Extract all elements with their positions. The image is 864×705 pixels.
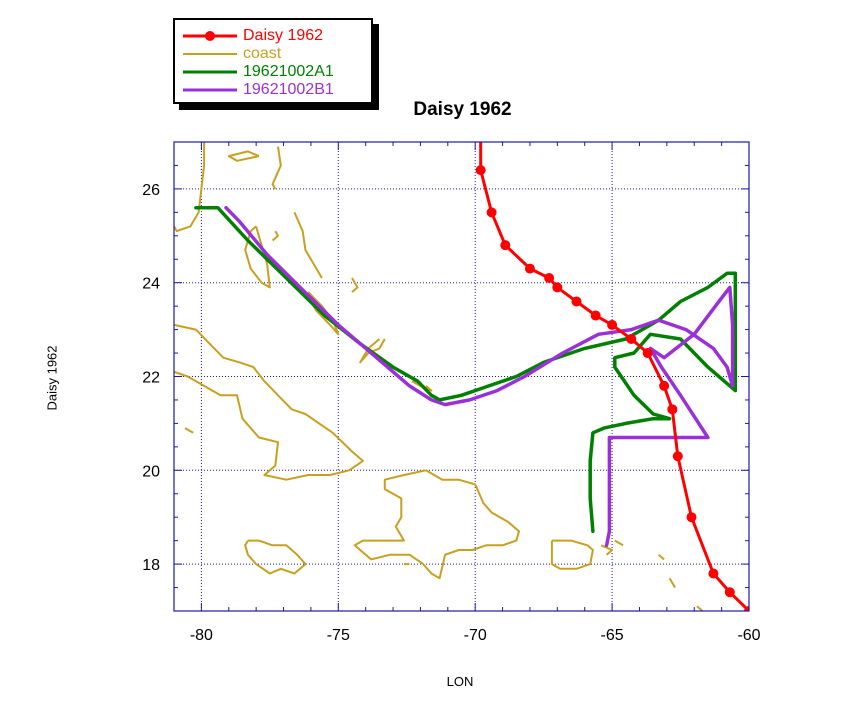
- coast-line: [710, 610, 713, 611]
- coast-line: [696, 605, 704, 611]
- x-tick-label: -80: [190, 627, 213, 644]
- daisy-point: [475, 165, 486, 176]
- legend: Daisy 1962 coast 19621002A1 19621002B1: [173, 18, 373, 104]
- coast-line: [614, 539, 624, 547]
- daisy-point: [708, 568, 719, 579]
- series-line-b1: [224, 205, 735, 548]
- x-tick-label: -65: [601, 627, 624, 644]
- daisy-point: [642, 348, 653, 359]
- y-axis-label: Daisy 1962: [44, 345, 60, 411]
- daisy-point: [667, 404, 678, 415]
- coast-line: [174, 142, 206, 233]
- coast-line: [227, 150, 260, 162]
- x-tick-label: -60: [737, 627, 760, 644]
- daisy-point: [626, 333, 637, 344]
- y-tick-label: 22: [142, 370, 160, 387]
- legend-label-a1: 19621002A1: [243, 63, 334, 80]
- x-tick-label: -75: [327, 627, 350, 644]
- coast-line: [550, 539, 594, 570]
- legend-label-daisy: Daisy 1962: [243, 27, 324, 44]
- legend-item-daisy: Daisy 1962: [181, 27, 323, 45]
- daisy-point: [552, 282, 563, 293]
- y-tick-label: 24: [142, 276, 160, 293]
- legend-swatch-b1: [183, 88, 237, 92]
- coast-line: [293, 211, 323, 279]
- coast-line: [353, 469, 520, 580]
- daisy-point: [724, 587, 735, 598]
- daisy-point: [607, 319, 618, 330]
- coast-line: [271, 230, 279, 242]
- legend-item-b1: 19621002B1: [181, 81, 334, 99]
- chart-title: Daisy 1962: [413, 99, 512, 120]
- y-tick-label: 26: [142, 182, 160, 199]
- coast-line: [174, 323, 364, 481]
- legend-swatch-a1: [183, 70, 237, 74]
- legend-item-a1: 19621002A1: [181, 63, 334, 81]
- coast-line: [184, 427, 194, 434]
- coast-line: [359, 338, 386, 364]
- daisy-point: [544, 273, 555, 284]
- legend-label-coast: coast: [243, 45, 282, 62]
- daisy-point: [524, 263, 535, 274]
- daisy-point: [686, 512, 697, 523]
- coast-line: [668, 577, 676, 589]
- legend-item-coast: coast: [181, 45, 281, 63]
- legend-swatch-daisy: [183, 31, 237, 41]
- x-axis-label: LON: [446, 674, 474, 689]
- plot-area: [174, 142, 749, 611]
- daisy-point: [500, 240, 511, 251]
- daisy-point: [744, 606, 749, 611]
- coast-line: [600, 544, 614, 556]
- daisy-point: [486, 207, 497, 218]
- coast-line: [351, 277, 359, 293]
- daisy-point: [590, 310, 601, 321]
- coast-line: [244, 539, 307, 575]
- series-line-a1: [194, 205, 738, 534]
- daisy-point: [672, 451, 683, 462]
- x-tick-label: -70: [464, 627, 487, 644]
- legend-swatch-coast: [183, 53, 237, 55]
- daisy-point: [571, 296, 582, 307]
- coast-line: [657, 553, 665, 561]
- y-tick-label: 20: [142, 463, 160, 480]
- coast-line: [271, 146, 282, 190]
- legend-label-b1: 19621002B1: [243, 81, 334, 98]
- axis-ticks: -80 -75 -70 -65 -60 18 20 22 24 26: [142, 141, 761, 644]
- coast-line: [307, 291, 340, 336]
- daisy-point: [659, 380, 670, 391]
- y-tick-label: 18: [142, 557, 160, 574]
